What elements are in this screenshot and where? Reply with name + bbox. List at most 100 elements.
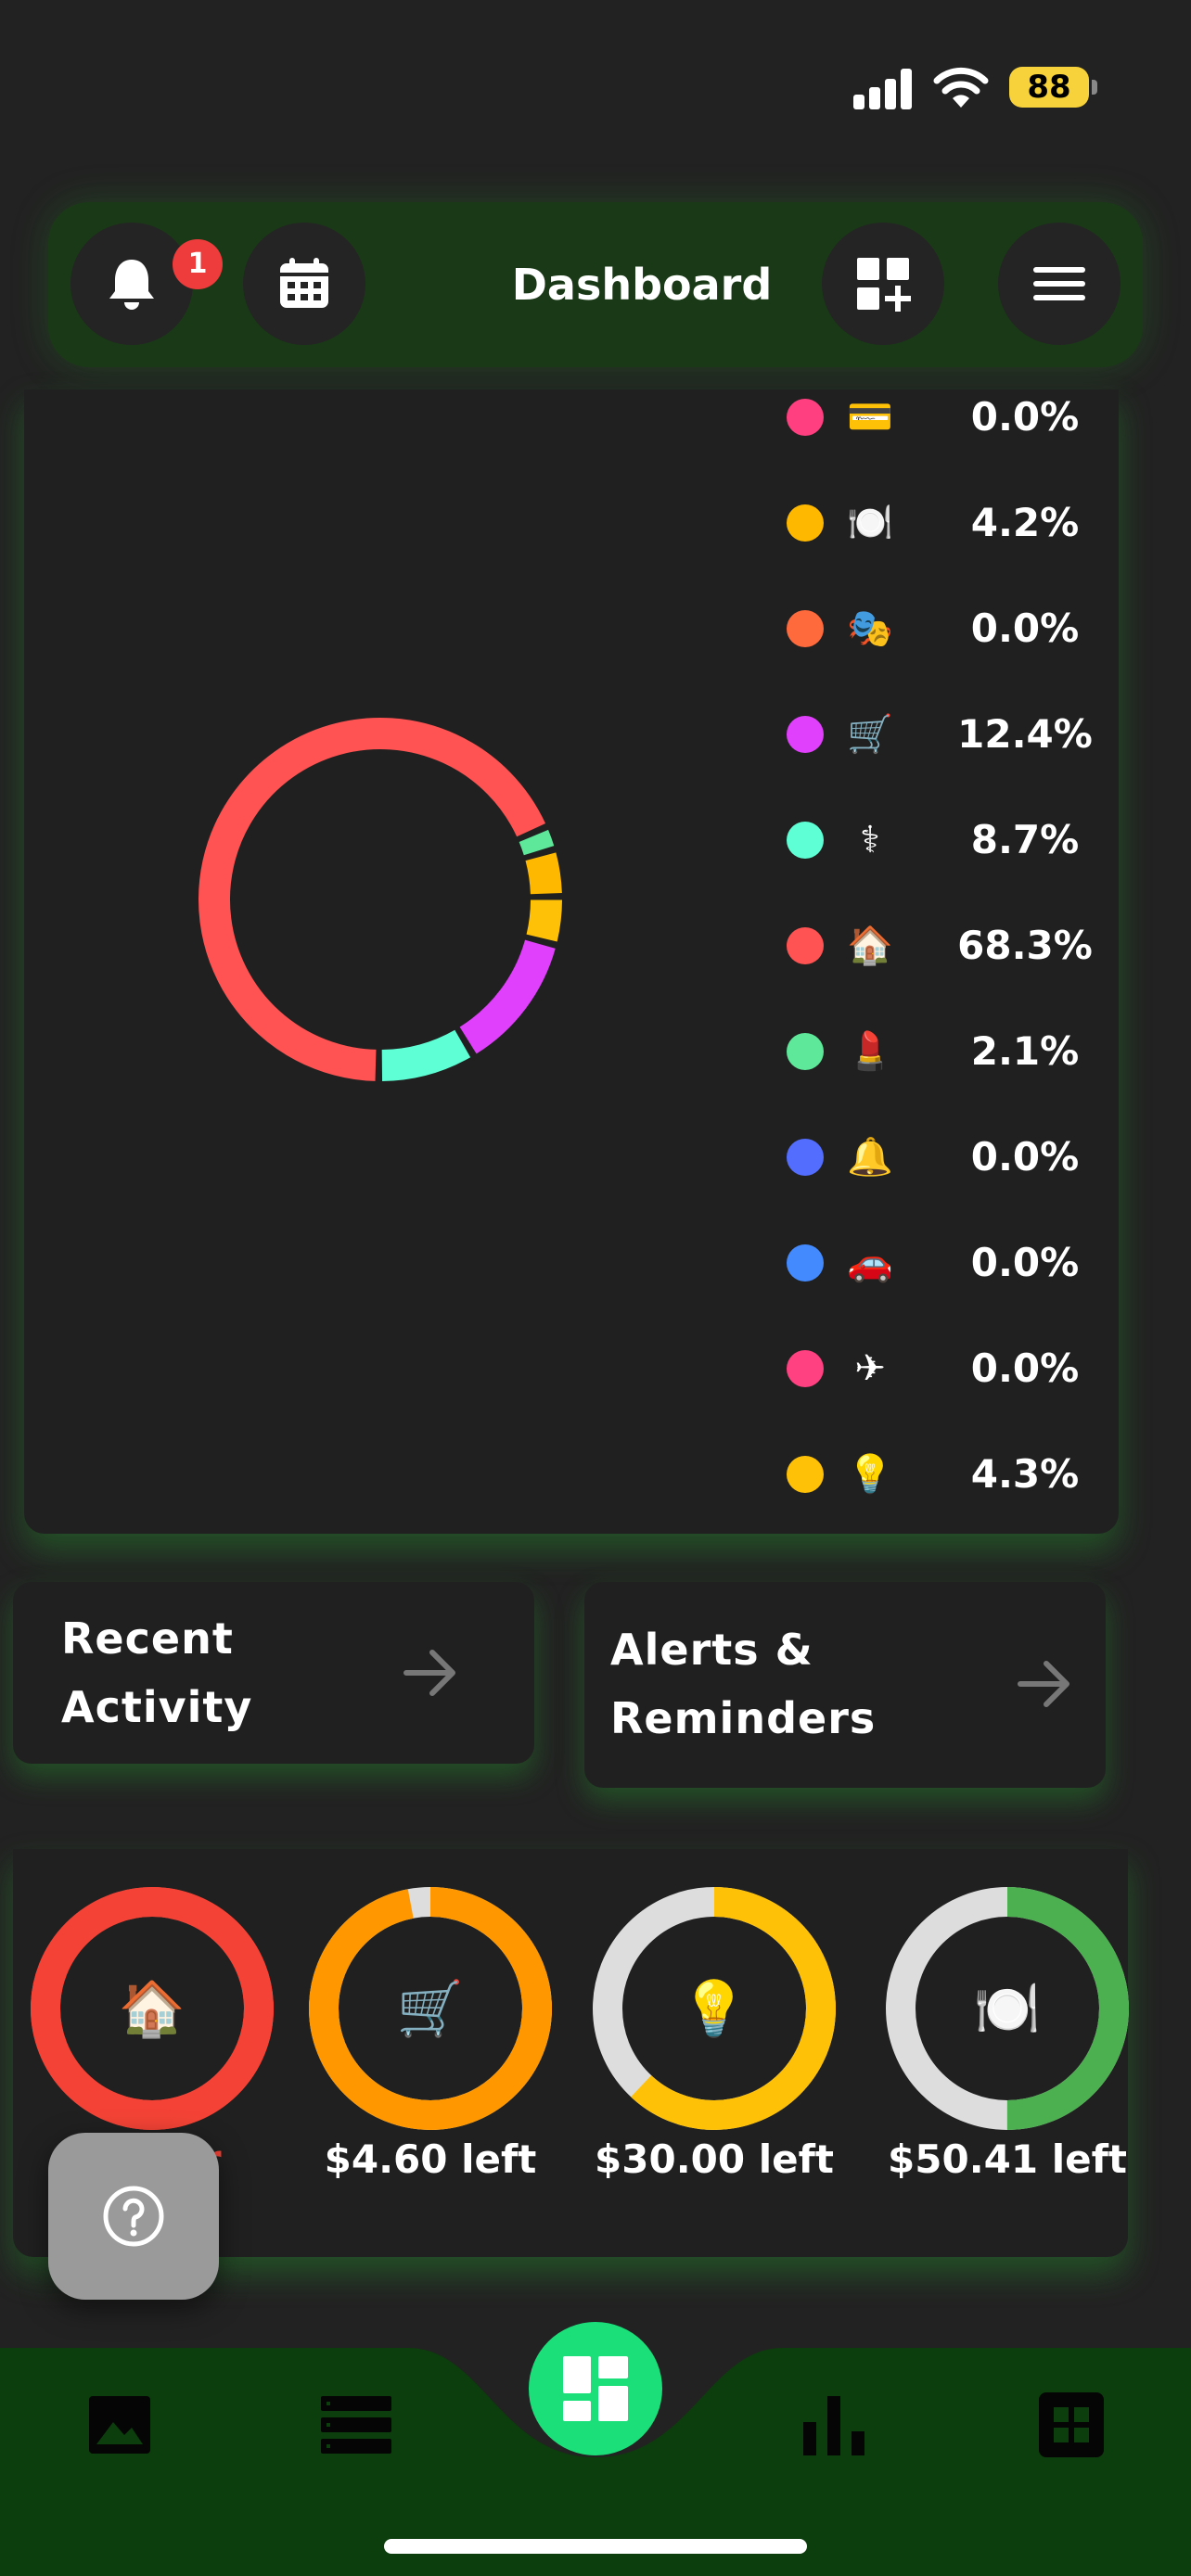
battery-indicator: 88 (1009, 67, 1089, 108)
category-icon: ✈ (854, 1347, 886, 1390)
category-icon: 💡 (847, 1453, 893, 1496)
budget-ring[interactable] (30, 1886, 275, 2131)
grid-icon (1039, 2392, 1104, 2457)
legend-percent: 0.0% (970, 1134, 1080, 1180)
budget-ring-progress (31, 1887, 274, 2130)
legend-percent: 0.0% (970, 606, 1080, 651)
category-icon: 💄 (847, 1030, 893, 1073)
legend-item[interactable]: ⚕ 8.7% (779, 803, 1122, 877)
legend-color-dot (787, 1244, 824, 1282)
budget-remaining-label: $30.00 left (595, 2136, 834, 2182)
legend-item[interactable]: 💄 2.1% (779, 1014, 1122, 1089)
legend-percent: 0.0% (970, 1345, 1080, 1391)
add-widget-button[interactable] (822, 223, 944, 345)
legend-item[interactable]: 💡 4.3% (779, 1437, 1122, 1511)
category-icon: 🔔 (847, 1136, 893, 1179)
donut-slice[interactable] (459, 939, 556, 1054)
legend-item[interactable]: 🎭 0.0% (779, 592, 1122, 666)
budget-ring[interactable] (308, 1886, 553, 2131)
alerts-label-line2: Reminders (610, 1693, 877, 1743)
legend-item[interactable]: 🍽️ 4.2% (779, 486, 1122, 560)
arrow-right-icon (403, 1650, 455, 1696)
legend-color-dot (787, 610, 824, 647)
legend-percent: 0.0% (970, 1240, 1080, 1285)
legend-item[interactable]: 🛒 12.4% (779, 697, 1122, 772)
budget-category-icon: 🍽️ (973, 1977, 1042, 2040)
spending-breakdown-card (24, 389, 1119, 1534)
bar-chart-icon (803, 2396, 864, 2455)
stats-tab[interactable] (800, 2391, 868, 2459)
notification-badge: 1 (173, 239, 223, 289)
dashboard-tab[interactable] (529, 2322, 662, 2455)
budget-remaining-label: $4.60 left (324, 2136, 537, 2182)
category-icon: 🍽️ (847, 502, 893, 544)
status-bar: 88 (0, 0, 1191, 167)
legend-percent: 0.0% (970, 394, 1080, 440)
legend-color-dot (787, 399, 824, 436)
donut-slice[interactable] (526, 899, 562, 942)
legend-color-dot (787, 1456, 824, 1493)
recent-activity-card[interactable]: Recent Activity (13, 1582, 534, 1764)
budget-category-icon: 💡 (680, 1977, 749, 2040)
legend-color-dot (787, 1033, 824, 1070)
budget-progress-card: 🏠$ over🛒$4.60 left💡$30.00 left🍽️$50.41 l… (13, 1849, 1130, 2257)
donut-slice[interactable] (525, 852, 562, 895)
legend-color-dot (787, 1350, 824, 1387)
budget-ring-progress (593, 1887, 836, 2130)
category-icon: 🚗 (847, 1242, 893, 1284)
category-icon: 🏠 (847, 925, 893, 967)
budget-category-icon: 🛒 (396, 1977, 465, 2040)
page-title: Dashboard (511, 260, 773, 310)
legend-color-dot (787, 504, 824, 542)
legend-item[interactable]: 💳 0.0% (779, 380, 1122, 454)
gallery-tab[interactable] (85, 2391, 154, 2459)
category-icon: 🛒 (847, 713, 893, 756)
add-widget-icon (857, 258, 911, 312)
legend-color-dot (787, 822, 824, 859)
category-donut-chart[interactable] (186, 705, 575, 1094)
calendar-button[interactable] (243, 223, 365, 345)
menu-icon (1033, 267, 1085, 300)
donut-slice[interactable] (381, 1029, 471, 1081)
wifi-icon (933, 67, 989, 108)
grid-tab[interactable] (1037, 2391, 1106, 2459)
question-circle-icon (103, 2186, 164, 2247)
recent-activity-label-line1: Recent (61, 1613, 234, 1664)
budget-ring[interactable] (592, 1886, 837, 2131)
category-icon: 💳 (847, 396, 893, 439)
list-tab[interactable] (319, 2391, 393, 2459)
category-icon: 🎭 (847, 607, 893, 650)
home-indicator (384, 2539, 807, 2554)
header-bar: 1 Dashboard (48, 202, 1143, 367)
arrow-right-icon (1018, 1661, 1069, 1707)
legend-percent: 2.1% (970, 1028, 1080, 1074)
legend-percent: 8.7% (970, 817, 1080, 862)
alerts-label-line1: Alerts & (610, 1625, 813, 1675)
budget-ring-progress (309, 1887, 552, 2130)
legend-percent: 4.2% (970, 500, 1080, 545)
recent-activity-label-line2: Activity (61, 1682, 253, 1732)
notifications-button[interactable]: 1 (70, 223, 223, 345)
alerts-reminders-card[interactable]: Alerts & Reminders (584, 1582, 1106, 1788)
legend-item[interactable]: 🏠 68.3% (779, 909, 1122, 983)
legend-item[interactable]: 🔔 0.0% (779, 1120, 1122, 1194)
bottom-tab-bar (0, 2348, 1191, 2576)
budget-ring-progress (886, 1887, 1129, 2130)
help-button[interactable] (48, 2133, 219, 2300)
legend-color-dot (787, 716, 824, 753)
dashboard-icon (563, 2356, 628, 2421)
legend-item[interactable]: ✈ 0.0% (779, 1332, 1122, 1406)
menu-button[interactable] (998, 223, 1121, 345)
donut-slice[interactable] (198, 718, 546, 1081)
cellular-signal-icon (853, 69, 913, 109)
category-icon: ⚕ (860, 819, 880, 861)
budget-ring[interactable] (885, 1886, 1130, 2131)
legend-item[interactable]: 🚗 0.0% (779, 1226, 1122, 1300)
donut-slice[interactable] (519, 829, 555, 856)
legend-percent: 12.4% (957, 711, 1093, 757)
legend-percent: 68.3% (957, 923, 1093, 968)
legend-percent: 4.3% (970, 1451, 1080, 1497)
gallery-icon (89, 2396, 150, 2454)
legend-color-dot (787, 1139, 824, 1176)
budget-remaining-label: $50.41 left (888, 2136, 1127, 2182)
